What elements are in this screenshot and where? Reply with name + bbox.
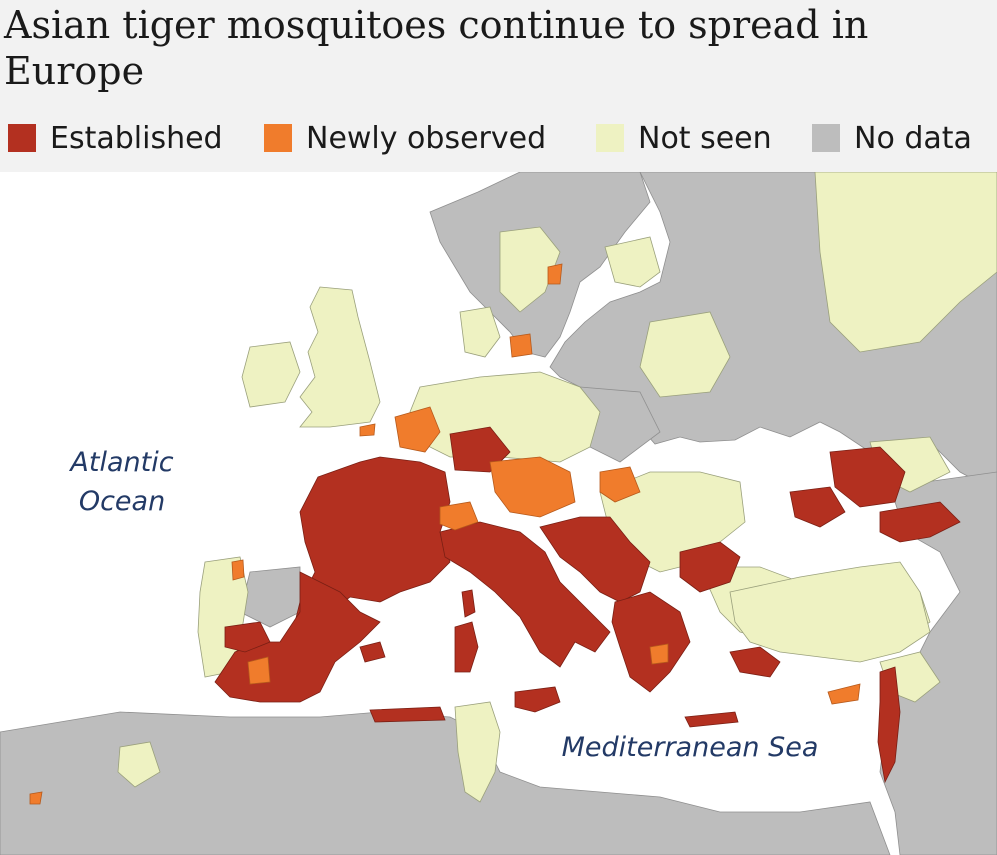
page-title: Asian tiger mosquitoes continue to sprea… bbox=[4, 3, 869, 93]
legend-item-no-data: No data bbox=[812, 112, 972, 164]
label-atlantic-line1: Atlantic bbox=[68, 447, 173, 478]
legend-swatch-newly-observed bbox=[264, 124, 292, 152]
legend-swatch-established bbox=[8, 124, 36, 152]
label-mediterranean-sea: Mediterranean Sea bbox=[562, 732, 819, 763]
established-regions bbox=[214, 426, 961, 784]
legend-label-no-data: No data bbox=[854, 120, 972, 156]
legend-label-established: Established bbox=[50, 120, 223, 156]
legend-label-not-seen: Not seen bbox=[638, 120, 772, 156]
legend-item-not-seen: Not seen bbox=[596, 112, 772, 164]
legend-swatch-not-seen bbox=[596, 124, 624, 152]
map-svg: Atlantic Ocean Mediterranean Sea bbox=[0, 172, 997, 855]
europe-map: Atlantic Ocean Mediterranean Sea bbox=[0, 172, 997, 855]
legend-swatch-no-data bbox=[812, 124, 840, 152]
label-atlantic-line2: Ocean bbox=[79, 486, 165, 517]
legend-item-established: Established bbox=[8, 112, 223, 164]
legend-label-newly-observed: Newly observed bbox=[306, 120, 547, 156]
legend-item-newly-observed: Newly observed bbox=[264, 112, 546, 164]
newly-observed-regions bbox=[29, 263, 861, 805]
legend: Established Newly observed Not seen No d… bbox=[0, 112, 997, 164]
